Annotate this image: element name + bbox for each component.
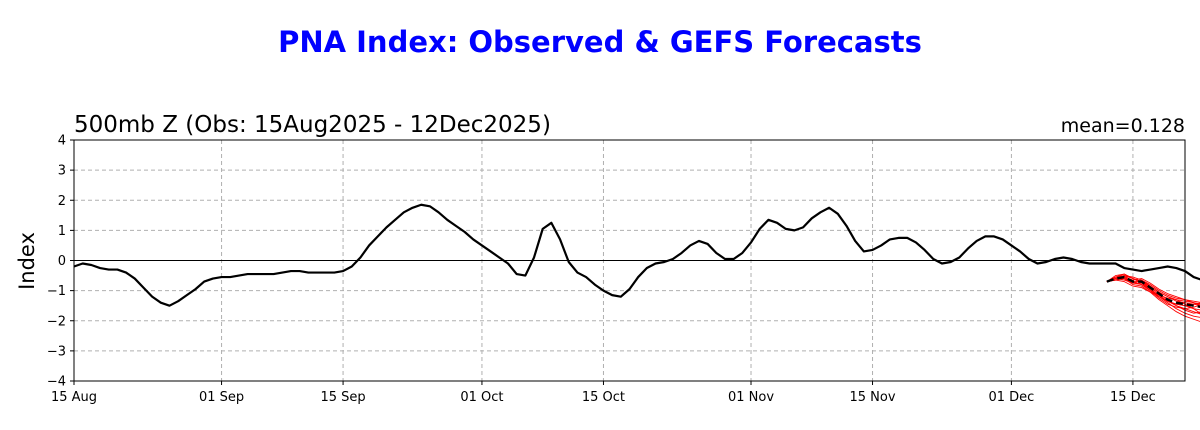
y-tick-label: 3 <box>58 164 66 179</box>
ensemble-members <box>1106 273 1200 322</box>
ensemble-member-line <box>1106 276 1200 322</box>
x-tick-label: 01 Sep <box>199 390 244 405</box>
x-tick-label: 15 Oct <box>582 390 625 405</box>
ensemble-member-line <box>1106 279 1200 318</box>
x-tick-label: 01 Oct <box>460 390 503 405</box>
x-tick-label: 15 Nov <box>850 390 896 405</box>
y-tick-label: −1 <box>47 284 66 299</box>
y-tick-label: −3 <box>47 344 66 359</box>
y-tick-label: 1 <box>58 224 66 239</box>
observed-series <box>73 203 1200 307</box>
x-tick-label: 15 Aug <box>51 390 97 405</box>
ensemble-member-line <box>1106 278 1200 315</box>
mean-label: mean=0.128 <box>1061 115 1185 137</box>
ensemble-mean-series <box>1106 275 1200 308</box>
y-tick-label: 2 <box>58 194 66 209</box>
x-tick-label: 15 Sep <box>320 390 365 405</box>
observed-line <box>73 203 1200 307</box>
y-tick-label: −4 <box>47 375 66 390</box>
x-tick-label: 15 Dec <box>1110 390 1156 405</box>
ensemble-mean-line <box>1106 275 1200 308</box>
x-tick-label: 01 Nov <box>728 390 774 405</box>
chart-subtitle: 500mb Z (Obs: 15Aug2025 - 12Dec2025) <box>74 112 551 138</box>
chart-title: PNA Index: Observed & GEFS Forecasts <box>278 25 922 59</box>
y-tick-label: −2 <box>47 314 66 329</box>
axis-ticks: −4 −3 −2 −1 0 1 2 3 4 15 Aug 01 Sep 15 Sep 01 Oct 15 … <box>47 134 1156 406</box>
x-tick-label: 01 Dec <box>988 390 1034 405</box>
y-tick-label: 0 <box>58 254 66 269</box>
y-tick-label: 4 <box>58 134 66 149</box>
y-axis-label: Index <box>15 232 39 290</box>
